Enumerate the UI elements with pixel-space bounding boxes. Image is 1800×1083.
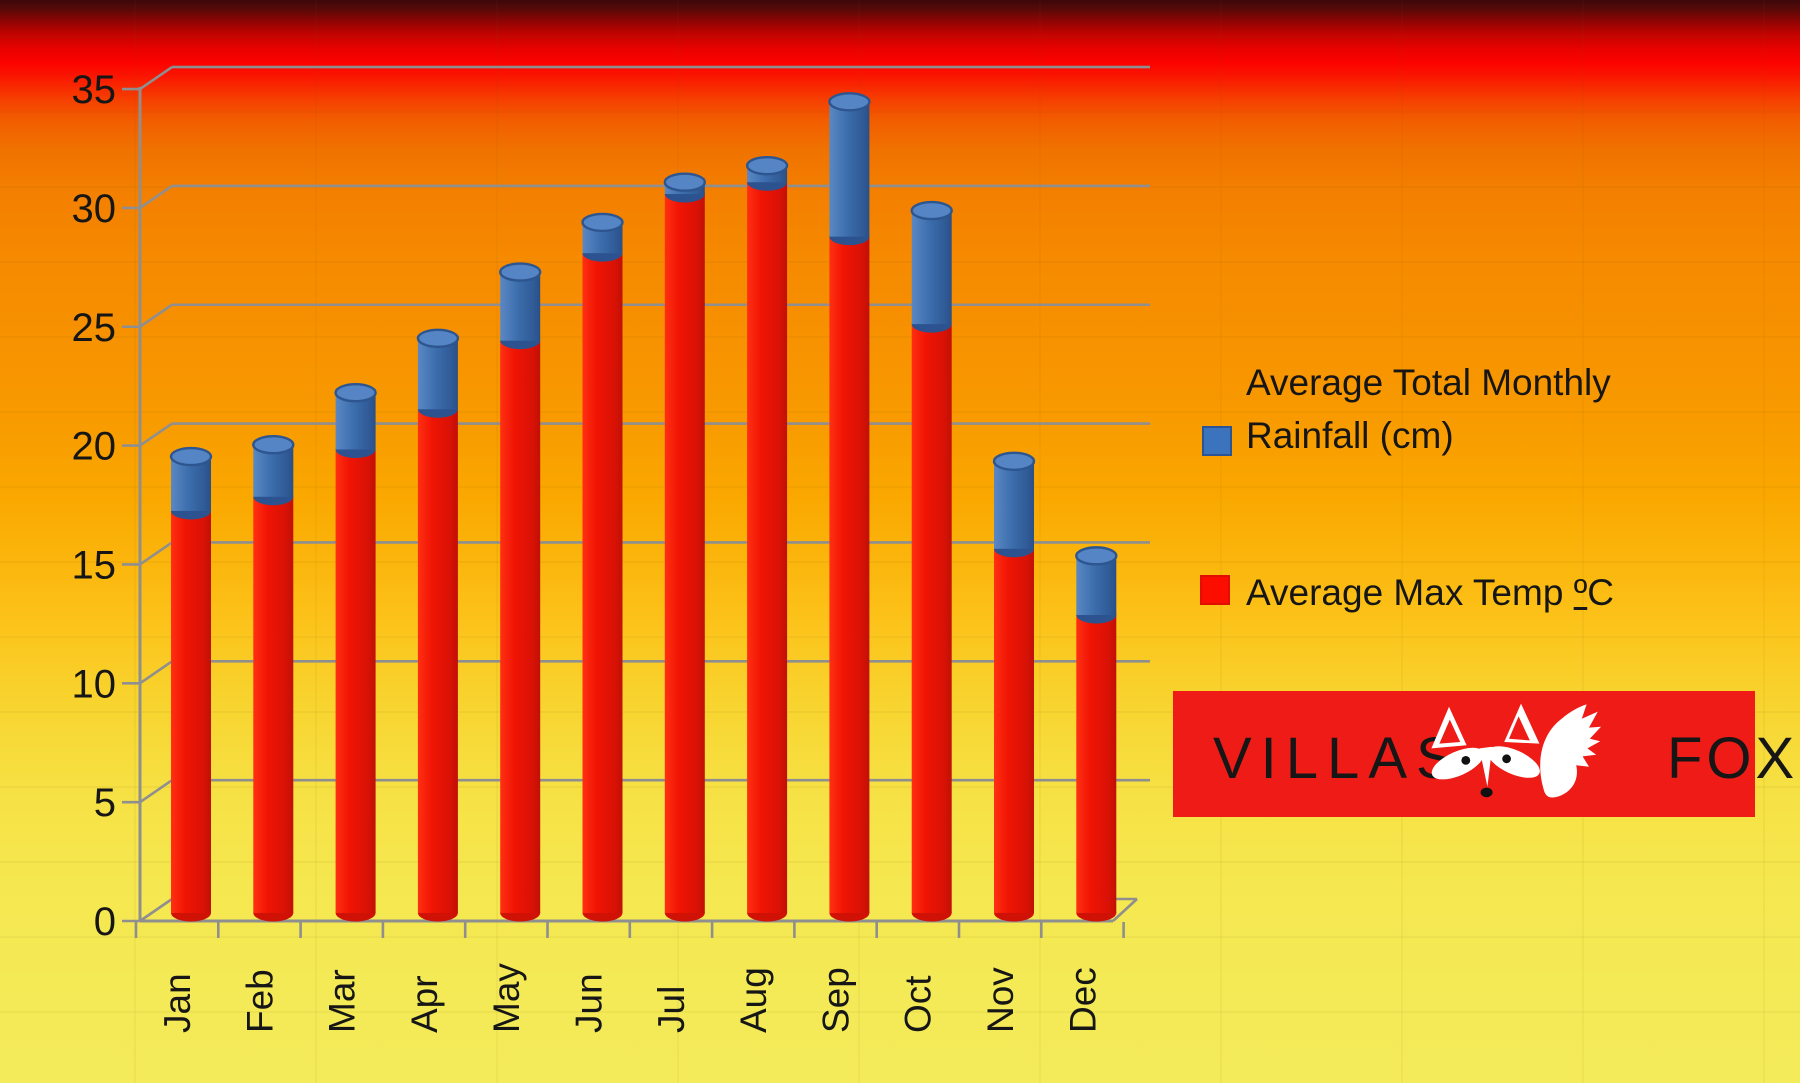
x-tick-label-nov: Nov	[980, 967, 1021, 1033]
bar-apr-rainfall	[417, 338, 458, 410]
y-tick-label-5: 5	[94, 781, 116, 825]
rainfall-legend-label: Average Total Monthly Rainfall (cm)	[1246, 362, 1611, 456]
y-tick-label-35: 35	[72, 68, 117, 112]
logo-word-villas: VILLAS	[1213, 726, 1464, 791]
y-tick-label-15: 15	[72, 543, 117, 587]
y-tick-label-20: 20	[72, 425, 117, 469]
rainfall-legend-swatch	[1202, 426, 1232, 456]
x-tick-label-oct: Oct	[898, 975, 939, 1033]
temp-label-text: Average Max Temp	[1246, 572, 1574, 613]
bar-oct-rainfall	[911, 210, 952, 325]
x-tick-label-jun: Jun	[569, 973, 610, 1033]
x-tick-label-may: May	[486, 963, 527, 1033]
bar-apr-temp	[417, 409, 458, 913]
y-tick-label-0: 0	[94, 900, 116, 944]
bar-jan-temp	[171, 510, 211, 913]
logo-word-fox: FOX	[1667, 726, 1799, 791]
villas-fox-logo: VILLAS FOX	[1173, 691, 1794, 817]
y-tick-label-10: 10	[72, 662, 117, 706]
legend-item-rainfall: Average Total Monthly Rainfall (cm)	[1196, 352, 1696, 462]
x-tick-label-apr: Apr	[404, 975, 445, 1033]
bar-oct	[910, 200, 953, 922]
bar-nov	[992, 451, 1036, 922]
x-tick-label-dec: Dec	[1062, 967, 1103, 1033]
bar-mar-temp	[335, 449, 376, 913]
temp-legend-label: Average Max Temp ºC	[1246, 566, 1766, 619]
bar-nov-temp	[994, 548, 1034, 913]
bar-aug	[745, 155, 789, 922]
x-tick-label-aug: Aug	[733, 967, 774, 1033]
bar-may-temp	[500, 340, 541, 913]
x-tick-label-feb: Feb	[239, 969, 280, 1033]
temp-legend-swatch	[1200, 575, 1230, 605]
bar-dec	[1075, 546, 1118, 922]
bar-may-rainfall	[500, 272, 541, 341]
bar-dec-temp	[1076, 615, 1117, 913]
temp-label-ordinal: º	[1573, 572, 1588, 613]
bar-may	[499, 262, 542, 922]
fox-icon	[1431, 703, 1601, 798]
bar-mar	[334, 383, 377, 922]
bar-feb	[252, 435, 295, 922]
bar-jul-temp	[664, 194, 705, 914]
bar-sep-rainfall	[829, 101, 870, 237]
bar-dec-rainfall	[1076, 555, 1117, 616]
legend-item-temp: Average Max Temp ºC	[1196, 566, 1766, 619]
bar-apr	[416, 328, 460, 922]
bar-nov-rainfall	[994, 461, 1034, 549]
y-tick-label-30: 30	[72, 187, 117, 231]
bar-sep-temp	[829, 236, 870, 914]
bar-aug-temp	[747, 182, 788, 914]
bar-feb-temp	[253, 496, 294, 913]
x-tick-label-sep: Sep	[815, 967, 856, 1033]
bar-jul	[663, 172, 706, 922]
bar-jun-temp	[582, 253, 623, 914]
bar-oct-temp	[911, 324, 952, 913]
y-tick-label-25: 25	[72, 306, 117, 350]
x-tick-label-jan: Jan	[157, 973, 198, 1033]
bar-sep	[828, 92, 871, 922]
bar-jun	[581, 212, 624, 922]
x-tick-label-jul: Jul	[651, 986, 692, 1033]
x-tick-label-mar: Mar	[322, 969, 363, 1033]
temp-label-unit: C	[1587, 572, 1614, 613]
bar-jan	[169, 446, 213, 922]
